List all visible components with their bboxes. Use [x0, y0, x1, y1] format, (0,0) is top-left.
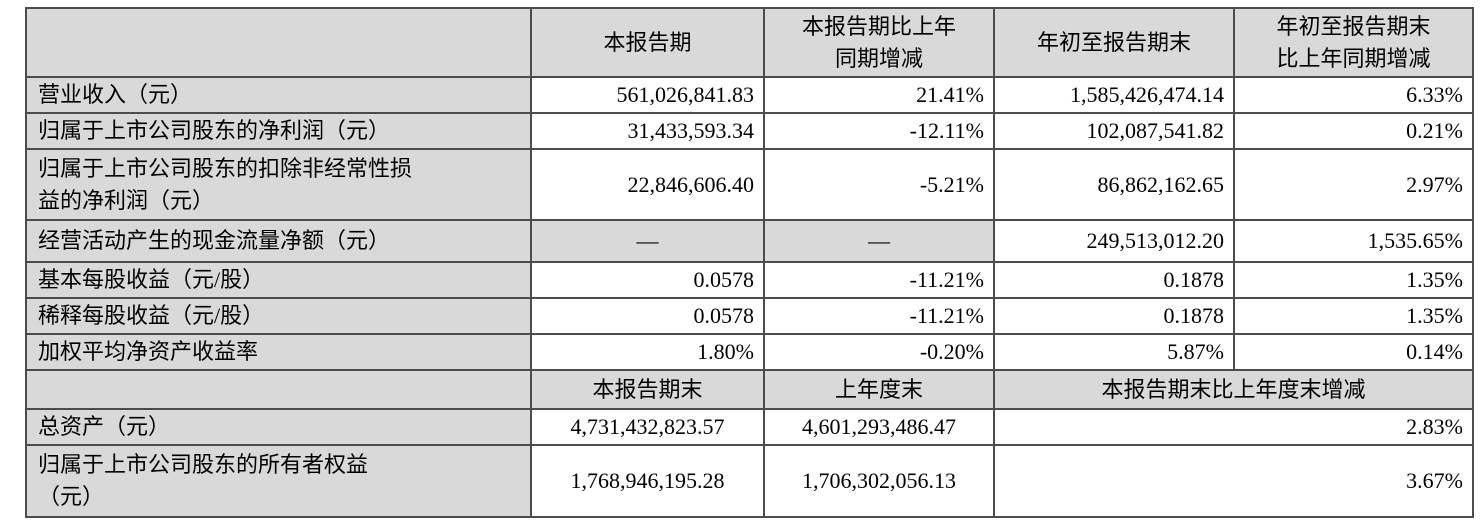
- roe-row: 加权平均净资产收益率 1.80% -0.20% 5.87% 0.14%: [25, 333, 1474, 371]
- cash-flow-label-cell: 经营活动产生的现金流量净额（元）: [25, 219, 532, 263]
- header-current-period-cell: 本报告期: [530, 7, 765, 78]
- diluted-eps-label-cell: 稀释每股收益（元/股）: [25, 297, 532, 335]
- cash-flow-current-yoy-cell: —: [763, 219, 995, 263]
- financial-report-page: 本报告期 本报告期比上年 同期增减 年初至报告期末 年初至报告期末 比上年同期增…: [25, 7, 1474, 518]
- balance-header-metric-cell: [25, 369, 532, 410]
- revenue-row: 营业收入（元） 561,026,841.83 21.41% 1,585,426,…: [25, 76, 1474, 114]
- revenue-ytd-yoy-cell: 6.33%: [1233, 76, 1474, 114]
- roe-ytd-yoy-cell: 0.14%: [1233, 333, 1474, 371]
- diluted-eps-current-cell: 0.0578: [530, 297, 765, 335]
- non-recurring-profit-label-cell: 归属于上市公司股东的扣除非经常性损 益的净利润（元）: [25, 148, 532, 221]
- revenue-current-cell: 561,026,841.83: [530, 76, 765, 114]
- balance-header-change-cell: 本报告期末比上年度末增减: [993, 369, 1474, 410]
- net-profit-ytd-yoy-cell: 0.21%: [1233, 112, 1474, 150]
- header-ytd-cell: 年初至报告期末: [993, 7, 1235, 78]
- revenue-current-yoy-cell: 21.41%: [763, 76, 995, 114]
- basic-eps-label-cell: 基本每股收益（元/股）: [25, 261, 532, 299]
- total-assets-change-cell: 2.83%: [993, 408, 1474, 446]
- roe-current-yoy-cell: -0.20%: [763, 333, 995, 371]
- non-recurring-profit-ytd-yoy-cell: 2.97%: [1233, 148, 1474, 221]
- diluted-eps-row: 稀释每股收益（元/股） 0.0578 -11.21% 0.1878 1.35%: [25, 297, 1474, 335]
- basic-eps-ytd-yoy-cell: 1.35%: [1233, 261, 1474, 299]
- equity-change-cell: 3.67%: [993, 443, 1474, 518]
- basic-eps-row: 基本每股收益（元/股） 0.0578 -11.21% 0.1878 1.35%: [25, 261, 1474, 299]
- net-profit-label-cell: 归属于上市公司股东的净利润（元）: [25, 112, 532, 150]
- non-recurring-profit-current-cell: 22,846,606.40: [530, 148, 765, 221]
- basic-eps-current-cell: 0.0578: [530, 261, 765, 299]
- cash-flow-ytd-yoy-cell: 1,535.65%: [1233, 219, 1474, 263]
- total-assets-prior-cell: 4,601,293,486.47: [763, 408, 995, 446]
- cash-flow-ytd-cell: 249,513,012.20: [993, 219, 1235, 263]
- equity-prior-cell: 1,706,302,056.13: [763, 443, 995, 518]
- balance-header-row: 本报告期末 上年度末 本报告期末比上年度末增减: [25, 369, 1474, 410]
- net-profit-ytd-cell: 102,087,541.82: [993, 112, 1235, 150]
- basic-eps-current-yoy-cell: -11.21%: [763, 261, 995, 299]
- non-recurring-profit-ytd-cell: 86,862,162.65: [993, 148, 1235, 221]
- non-recurring-profit-row: 归属于上市公司股东的扣除非经常性损 益的净利润（元） 22,846,606.40…: [25, 148, 1474, 221]
- net-profit-current-yoy-cell: -12.11%: [763, 112, 995, 150]
- net-profit-current-cell: 31,433,593.34: [530, 112, 765, 150]
- roe-ytd-cell: 5.87%: [993, 333, 1235, 371]
- cash-flow-current-cell: —: [530, 219, 765, 263]
- roe-label-cell: 加权平均净资产收益率: [25, 333, 532, 371]
- diluted-eps-current-yoy-cell: -11.21%: [763, 297, 995, 335]
- equity-row: 归属于上市公司股东的所有者权益 （元） 1,768,946,195.28 1,7…: [25, 443, 1474, 518]
- diluted-eps-ytd-cell: 0.1878: [993, 297, 1235, 335]
- table-header-row: 本报告期 本报告期比上年 同期增减 年初至报告期末 年初至报告期末 比上年同期增…: [25, 7, 1474, 78]
- total-assets-label-cell: 总资产（元）: [25, 408, 532, 446]
- total-assets-current-cell: 4,731,432,823.57: [530, 408, 765, 446]
- key-financials-table: 本报告期 本报告期比上年 同期增减 年初至报告期末 年初至报告期末 比上年同期增…: [25, 7, 1474, 518]
- roe-current-cell: 1.80%: [530, 333, 765, 371]
- header-ytd-yoy-cell: 年初至报告期末 比上年同期增减: [1233, 7, 1474, 78]
- non-recurring-profit-current-yoy-cell: -5.21%: [763, 148, 995, 221]
- basic-eps-ytd-cell: 0.1878: [993, 261, 1235, 299]
- header-current-period-yoy-cell: 本报告期比上年 同期增减: [763, 7, 995, 78]
- balance-header-period-end-cell: 本报告期末: [530, 369, 765, 410]
- header-metric-cell: [25, 7, 532, 78]
- balance-header-prior-year-end-cell: 上年度末: [763, 369, 995, 410]
- cash-flow-row: 经营活动产生的现金流量净额（元） — — 249,513,012.20 1,53…: [25, 219, 1474, 263]
- total-assets-row: 总资产（元） 4,731,432,823.57 4,601,293,486.47…: [25, 408, 1474, 446]
- diluted-eps-ytd-yoy-cell: 1.35%: [1233, 297, 1474, 335]
- revenue-ytd-cell: 1,585,426,474.14: [993, 76, 1235, 114]
- equity-current-cell: 1,768,946,195.28: [530, 443, 765, 518]
- equity-label-cell: 归属于上市公司股东的所有者权益 （元）: [25, 443, 532, 518]
- net-profit-row: 归属于上市公司股东的净利润（元） 31,433,593.34 -12.11% 1…: [25, 112, 1474, 150]
- revenue-label-cell: 营业收入（元）: [25, 76, 532, 114]
